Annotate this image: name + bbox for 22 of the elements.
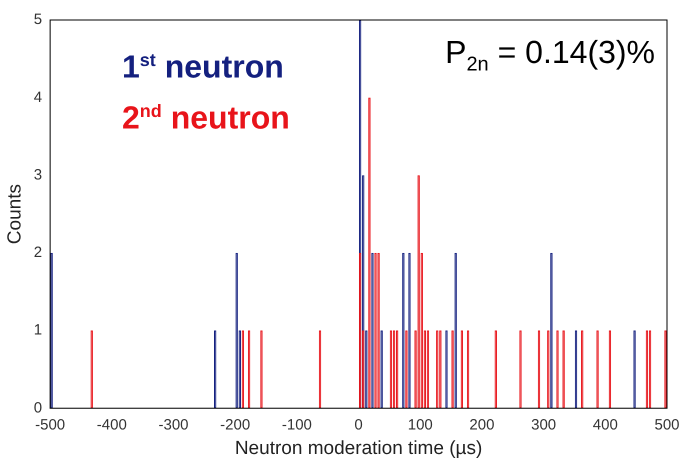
x-tick-label: 200 (469, 416, 494, 434)
x-tick-label: 400 (592, 416, 618, 434)
x-tick-label: -300 (158, 416, 189, 434)
text: 2$^{nd}$ neutron (122, 98, 290, 138)
x-tick-label: 500 (654, 416, 680, 434)
x-tick-label: 0 (354, 416, 363, 434)
x-axis-title: Neutron moderation time (µs) (234, 438, 482, 459)
y-tick-label: 2 (34, 244, 42, 262)
y-tick-label: 1 (34, 322, 42, 339)
annotation: P$_{2n}$ = 0.14(3)% (445, 34, 655, 76)
x-tick-label: 300 (531, 416, 556, 434)
x-tick-label: -200 (220, 416, 250, 434)
x-tick-label: -100 (282, 416, 312, 434)
y-axis-title: Counts (4, 184, 26, 244)
y-tick-label: 4 (34, 88, 42, 106)
x-tick-label: -500 (35, 416, 66, 434)
y-tick-label: 3 (34, 166, 42, 184)
x-tick-label: -400 (96, 416, 127, 434)
y-tick-label: 5 (34, 11, 42, 28)
y-tick-label: 0 (34, 399, 42, 416)
text: 1$^{st}$ neutron (122, 48, 285, 87)
x-tick-label: 100 (408, 416, 433, 434)
